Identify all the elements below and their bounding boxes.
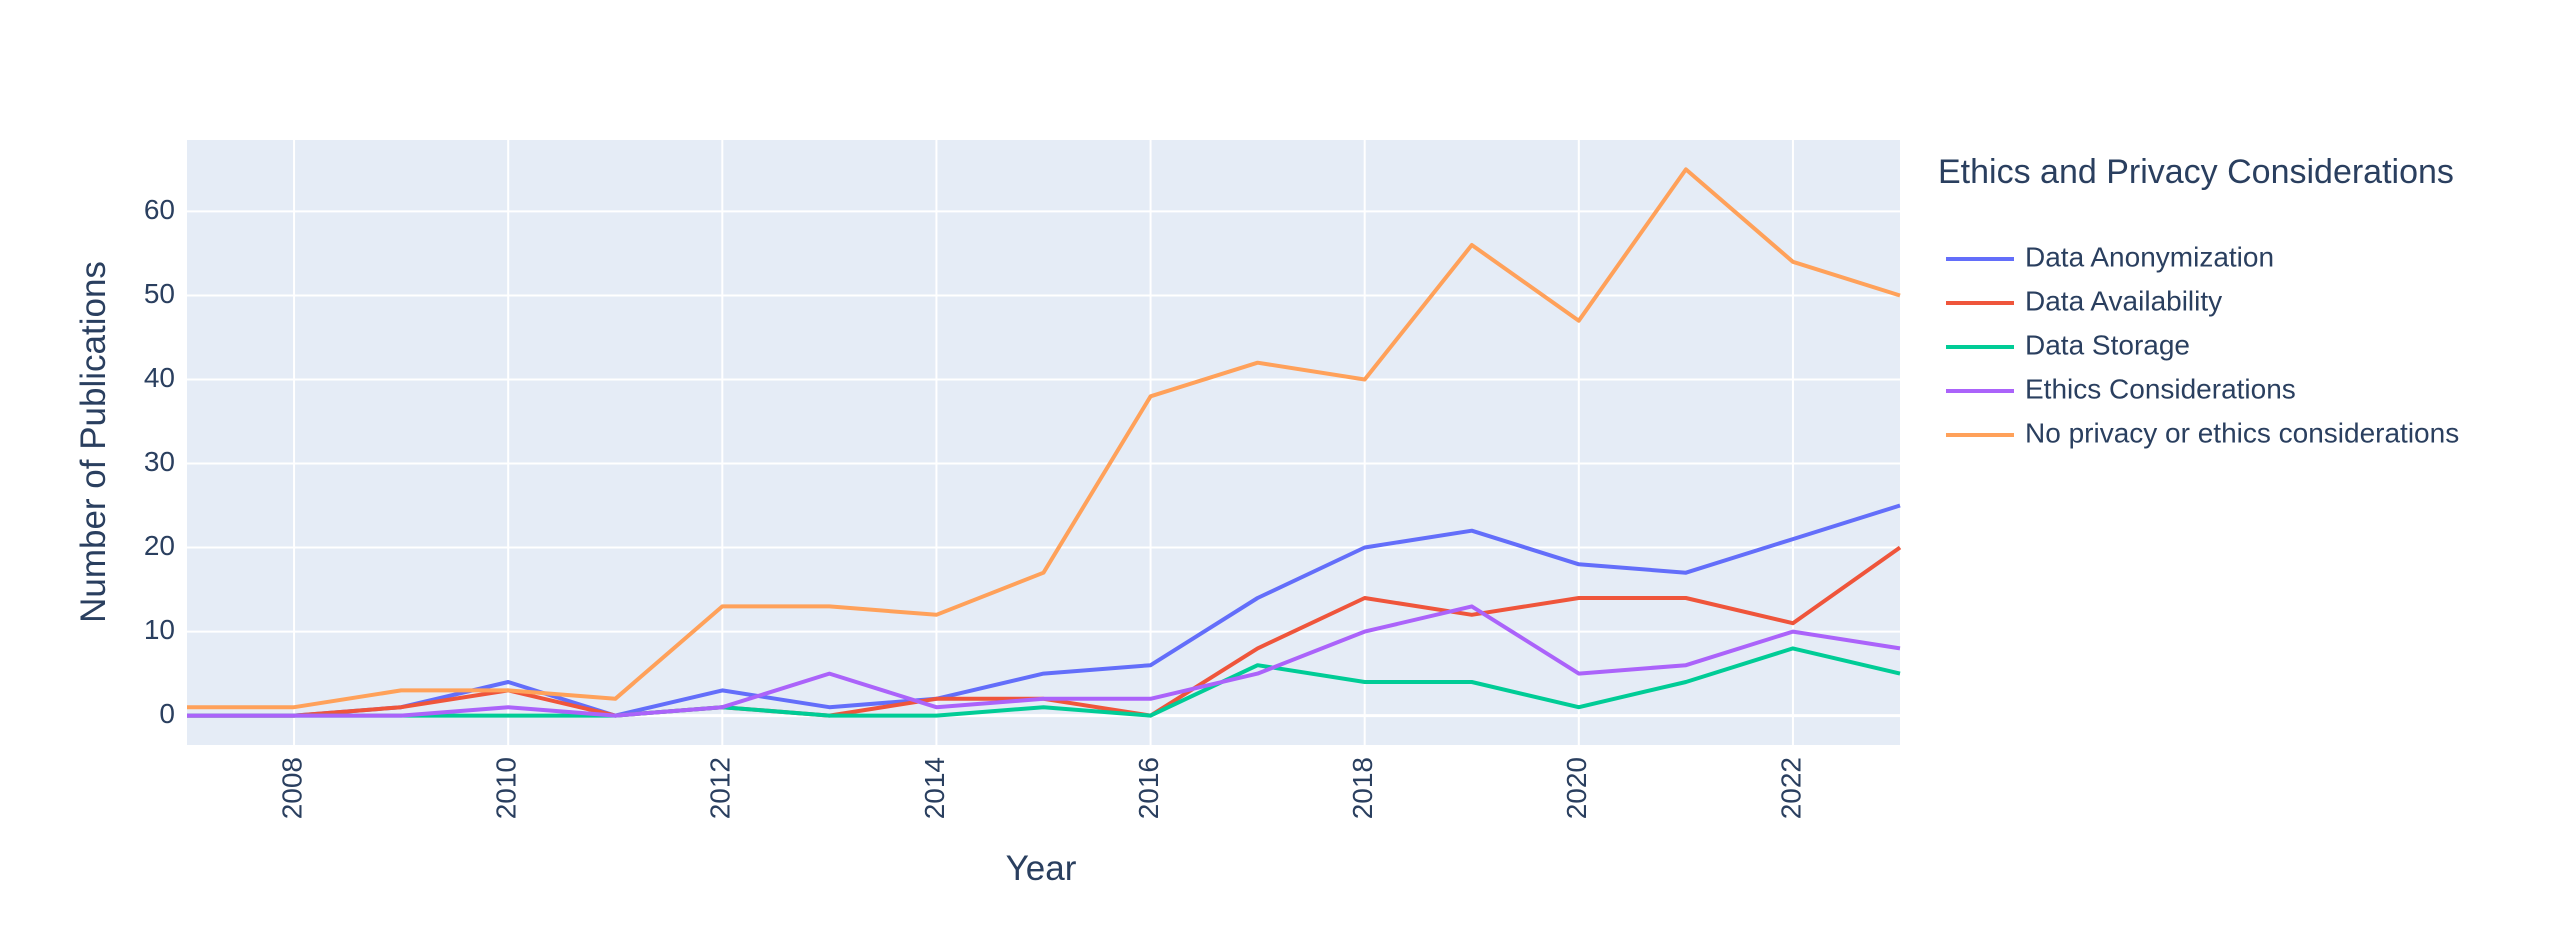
x-axis-title: Year xyxy=(1006,849,1077,888)
series-line-no-privacy-or-ethics-considerations xyxy=(187,167,1901,710)
x-tick-label: 2020 xyxy=(1561,757,1592,819)
x-tick-label: 2008 xyxy=(276,757,307,819)
legend-label: Ethics Considerations xyxy=(2025,373,2296,404)
legend-item-data-storage[interactable]: Data Storage xyxy=(1946,329,2190,360)
legend-item-data-availability[interactable]: Data Availability xyxy=(1946,285,2222,316)
y-axis-title: Number of Publications xyxy=(74,261,113,623)
y-tick-label: 0 xyxy=(159,698,175,729)
y-tick-label: 10 xyxy=(144,614,175,645)
y-tick-label: 20 xyxy=(144,530,175,561)
legend: Ethics and Privacy Considerations Data A… xyxy=(1938,153,2459,448)
legend-label: Data Availability xyxy=(2025,285,2222,316)
legend-item-ethics-considerations[interactable]: Ethics Considerations xyxy=(1946,373,2296,404)
x-gridlines xyxy=(293,140,1794,745)
x-tick-label: 2016 xyxy=(1133,757,1164,819)
legend-item-no-privacy-or-ethics-considerations[interactable]: No privacy or ethics considerations xyxy=(1946,417,2459,448)
x-tick-label: 2014 xyxy=(919,757,950,819)
y-tick-label: 50 xyxy=(144,278,175,309)
y-tick-label: 30 xyxy=(144,446,175,477)
legend-item-data-anonymization[interactable]: Data Anonymization xyxy=(1946,241,2274,272)
plot-background xyxy=(187,140,1900,745)
x-tick-labels: 2008 2010 2012 2014 2016 2018 2020 2022 xyxy=(276,757,1806,819)
legend-label: Data Anonymization xyxy=(2025,241,2274,272)
x-tick-label: 2022 xyxy=(1775,757,1806,819)
legend-label: Data Storage xyxy=(2025,329,2190,360)
legend-items: Data Anonymization Data Availability Data … xyxy=(1946,241,2459,448)
legend-title: Ethics and Privacy Considerations xyxy=(1938,153,2454,191)
series-line-ethics-considerations xyxy=(187,604,1901,718)
y-tick-labels: 0 10 20 30 40 50 60 xyxy=(144,194,175,729)
y-tick-label: 60 xyxy=(144,194,175,225)
series-lines xyxy=(187,167,1902,718)
x-tick-label: 2018 xyxy=(1347,757,1378,819)
x-tick-label: 2010 xyxy=(491,757,522,819)
legend-label: No privacy or ethics considerations xyxy=(2025,417,2459,448)
x-tick-label: 2012 xyxy=(705,757,736,819)
series-line-data-storage xyxy=(187,646,1901,718)
y-tick-label: 40 xyxy=(144,362,175,393)
